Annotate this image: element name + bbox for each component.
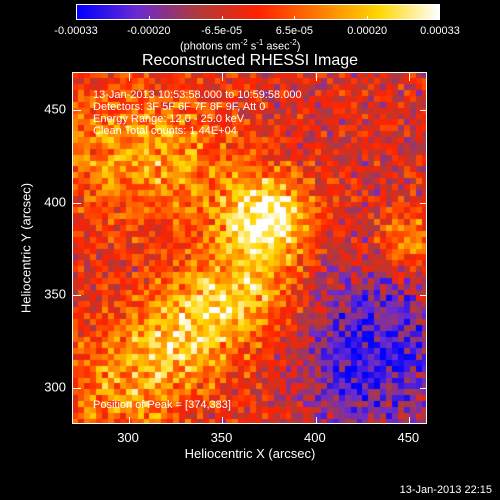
energy-range-label: Energy Range: 12.0 - 25.0 keV: [93, 113, 245, 125]
x-tick-mark: [129, 73, 131, 81]
colorbar-tick-mark: [148, 16, 150, 20]
x-tick-label: 300: [117, 430, 139, 445]
colorbar-tick-label: -6.5e-05: [201, 25, 243, 37]
detectors-label: Detectors: 3F 5F 6F 7F 8F 9F, Att 0: [93, 101, 266, 113]
colorbar-tick-label: -0.00020: [127, 25, 171, 37]
y-tick-mark: [73, 110, 81, 112]
y-tick-mark: [73, 202, 81, 204]
y-tick-mark: [420, 110, 426, 112]
x-tick-mark: [222, 417, 224, 423]
x-tick-mark: [129, 417, 131, 423]
y-tick-mark: [73, 387, 81, 389]
y-tick-mark: [73, 295, 81, 297]
colorbar-units-label: (photons cm-2 s-1 asec-2): [180, 38, 301, 53]
y-tick-label: 350: [44, 286, 66, 302]
colorbar: [76, 4, 440, 20]
footer-date: 13-Jan-2013 22:15: [399, 484, 492, 496]
y-tick-label: 400: [44, 194, 66, 210]
colorbar-tick-label: 6.5e-05: [275, 25, 314, 37]
x-tick-label: 450: [397, 430, 420, 445]
colorbar-tick-mark: [76, 16, 77, 20]
x-tick-mark: [315, 417, 317, 423]
time-range-label: 13-Jan-2013 10:53:58.000 to 10:59:58.000: [93, 89, 302, 101]
x-tick-label: 400: [304, 430, 326, 445]
y-tick-label: 450: [44, 101, 66, 117]
colorbar-tick-mark: [294, 16, 296, 20]
rhessi-image-plot: 13-Jan-2013 10:53:58.000 to 10:59:58.000…: [72, 72, 427, 424]
x-tick-label: 350: [210, 430, 233, 445]
colorbar-tick-label: 0.00033: [420, 25, 460, 37]
plot-title: Reconstructed RHESSI Image: [141, 52, 359, 69]
y-tick-mark: [420, 387, 426, 389]
y-axis-label: Heliocentric Y (arcsec): [18, 182, 34, 314]
colorbar-tick-label: -0.00033: [54, 25, 98, 37]
x-tick-mark: [409, 73, 411, 81]
y-tick-label: 300: [44, 379, 66, 395]
y-tick-mark: [420, 202, 426, 204]
clean-counts-label: Clean Total counts: 1.44E+04: [93, 125, 237, 137]
peak-position-label: Position of Peak = [374,383]: [93, 399, 231, 411]
colorbar-tick-mark: [367, 16, 369, 20]
colorbar-tick-mark: [221, 16, 223, 20]
y-tick-mark: [420, 295, 426, 297]
heatmap-image: [73, 73, 426, 423]
x-axis-label: Heliocentric X (arcsec): [184, 446, 316, 461]
x-tick-mark: [315, 73, 317, 81]
colorbar-tick-label: 0.00020: [347, 25, 388, 37]
x-tick-mark: [409, 417, 411, 423]
colorbar-tick-mark: [439, 16, 440, 20]
x-tick-mark: [222, 73, 224, 81]
